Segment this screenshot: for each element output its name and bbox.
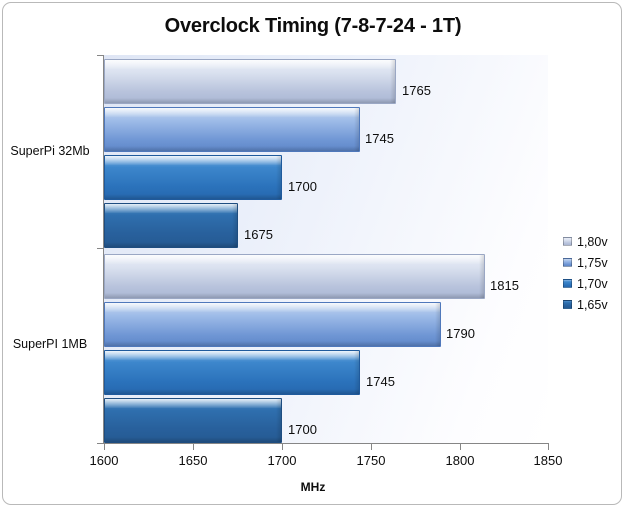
x-axis-tick — [193, 444, 194, 450]
x-tick-label-5: 1850 — [533, 453, 563, 468]
x-axis-tick — [371, 444, 372, 450]
bar-superpi32mb-180v[interactable] — [104, 59, 396, 104]
bar-shadow-right — [276, 156, 281, 199]
bar-highlight — [105, 399, 281, 408]
bar-shadow-right — [354, 351, 359, 394]
bar-value-label: 1675 — [244, 227, 273, 242]
bar-highlight — [105, 108, 359, 117]
y-axis-tick — [97, 443, 104, 444]
chart-legend: 1,80v 1,75v 1,70v 1,65v — [563, 231, 621, 315]
bar-value-label: 1815 — [490, 278, 519, 293]
bar-superpi32mb-165v[interactable] — [104, 203, 238, 248]
bar-shadow-right — [232, 204, 237, 247]
bar-superpi1mb-170v[interactable] — [104, 350, 360, 395]
bar-shadow-bottom — [105, 293, 484, 298]
bar-value-label: 1700 — [288, 422, 317, 437]
bar-shadow-bottom — [105, 389, 359, 394]
bar-shadow-right — [390, 60, 395, 103]
legend-item-165v[interactable]: 1,65v — [563, 294, 621, 315]
y-axis-tick — [97, 55, 104, 56]
bar-shadow-right — [435, 303, 440, 346]
legend-item-180v[interactable]: 1,80v — [563, 231, 621, 252]
x-axis-line — [104, 443, 549, 444]
x-axis-title: MHz — [300, 480, 326, 494]
chart-title: Overclock Timing (7-8-7-24 - 1T) — [164, 15, 462, 37]
category-label-superpi-1mb: SuperPI 1MB — [12, 337, 88, 351]
bar-superpi1mb-165v[interactable] — [104, 398, 282, 443]
bar-shadow-bottom — [105, 98, 395, 103]
y-axis-line — [103, 55, 104, 444]
bar-superpi32mb-170v[interactable] — [104, 155, 282, 200]
bar-superpi32mb-175v[interactable] — [104, 107, 360, 152]
legend-label: 1,70v — [577, 276, 608, 291]
bar-highlight — [105, 255, 484, 264]
bar-shadow-bottom — [105, 146, 359, 151]
bar-superpi1mb-175v[interactable] — [104, 302, 441, 347]
bar-value-label: 1790 — [446, 326, 475, 341]
legend-swatch-icon — [563, 258, 572, 267]
x-tick-label-2: 1700 — [267, 453, 297, 468]
bar-shadow-right — [276, 399, 281, 442]
y-axis-tick — [97, 248, 104, 249]
category-label-superpi-32mb: SuperPi 32Mb — [10, 144, 90, 158]
x-axis-tick — [282, 444, 283, 450]
x-axis-tick — [460, 444, 461, 450]
x-tick-label-0: 1600 — [89, 453, 119, 468]
bar-highlight — [105, 204, 237, 213]
bar-shadow-right — [479, 255, 484, 298]
bar-shadow-bottom — [105, 194, 281, 199]
bar-value-label: 1765 — [402, 83, 431, 98]
legend-item-175v[interactable]: 1,75v — [563, 252, 621, 273]
x-tick-label-4: 1800 — [445, 453, 475, 468]
x-tick-label-3: 1750 — [356, 453, 386, 468]
chart-frame: Overclock Timing (7-8-7-24 - 1T) 1600 16… — [2, 2, 622, 505]
bar-highlight — [105, 303, 440, 312]
bar-value-label: 1700 — [288, 179, 317, 194]
bar-highlight — [105, 156, 281, 165]
bar-value-label: 1745 — [365, 131, 394, 146]
bar-shadow-bottom — [105, 437, 281, 442]
bar-highlight — [105, 60, 395, 69]
legend-item-170v[interactable]: 1,70v — [563, 273, 621, 294]
bar-shadow-bottom — [105, 242, 237, 247]
legend-swatch-icon — [563, 300, 572, 309]
legend-swatch-icon — [563, 279, 572, 288]
bar-shadow-bottom — [105, 341, 440, 346]
bar-superpi1mb-180v[interactable] — [104, 254, 485, 299]
bar-shadow-right — [354, 108, 359, 151]
legend-swatch-icon — [563, 237, 572, 246]
bar-value-label: 1745 — [366, 374, 395, 389]
x-tick-label-1: 1650 — [178, 453, 208, 468]
bar-highlight — [105, 351, 359, 360]
legend-label: 1,75v — [577, 255, 608, 270]
x-axis-tick — [548, 444, 549, 450]
legend-label: 1,80v — [577, 234, 608, 249]
legend-label: 1,65v — [577, 297, 608, 312]
x-axis-tick — [104, 444, 105, 450]
